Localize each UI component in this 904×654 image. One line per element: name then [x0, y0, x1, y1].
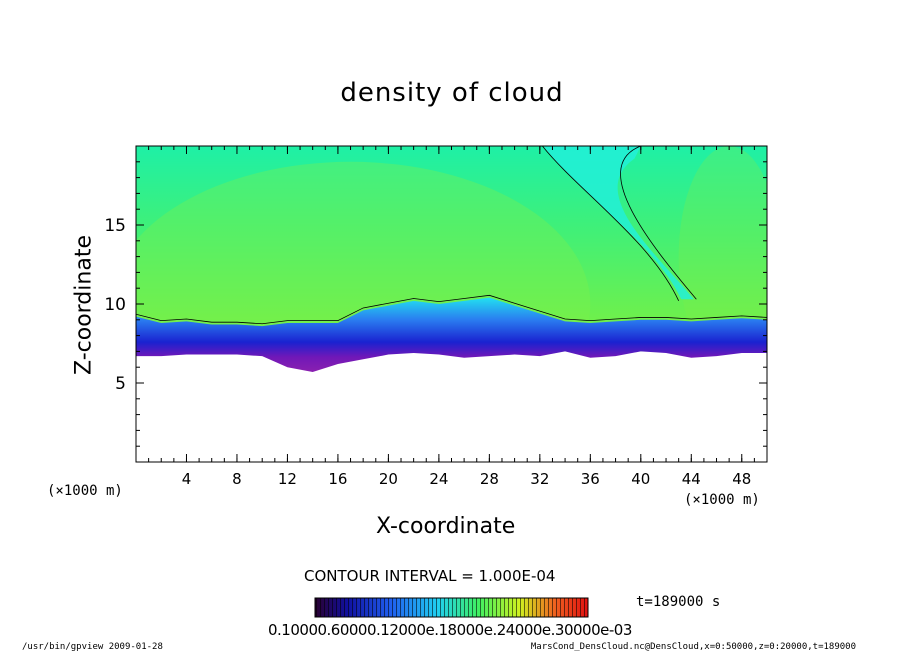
- x-tick-label: 12: [278, 470, 297, 488]
- chart-title: density of cloud: [340, 78, 564, 108]
- x-tick-label: 16: [328, 470, 347, 488]
- x-tick-label: 40: [631, 470, 650, 488]
- plume-contour-right: [620, 146, 697, 300]
- x-tick-label: 24: [429, 470, 448, 488]
- cyan-plume: [543, 146, 694, 300]
- y-axis-label: Z-coordinate: [71, 235, 97, 375]
- time-label: t=189000 s: [636, 594, 721, 610]
- plume-contour-left: [542, 146, 680, 302]
- y-tick-label: 10: [104, 295, 126, 315]
- x-tick-label: 44: [682, 470, 701, 488]
- lower-empty-region: [136, 351, 767, 462]
- colorbar-frame: [314, 597, 589, 618]
- cloud-top-contour: [136, 294, 767, 325]
- cloud-band: [136, 297, 767, 372]
- y-tick-label: 15: [104, 216, 126, 236]
- y-tick-label: 5: [115, 374, 126, 394]
- colorbar-tick-labels: 0.10000.60000.12000e.18000e.24000e.30000…: [268, 621, 632, 639]
- footer-left: /usr/bin/gpview 2009-01-28: [22, 642, 163, 652]
- upper-light-right: [678, 146, 767, 368]
- x-tick-label: 36: [581, 470, 600, 488]
- contour-interval-label: CONTOUR INTERVAL = 1.000E-04: [304, 567, 556, 585]
- x-unit-label-left: (×1000 m): [47, 483, 123, 499]
- x-tick-label: 4: [182, 470, 192, 488]
- x-unit-label-right: (×1000 m): [684, 492, 760, 508]
- x-tick-label: 48: [732, 470, 751, 488]
- colorbar-stripes: [315, 598, 588, 617]
- footer-right: MarsCond_DensCloud.nc@DensCloud,x=0:5000…: [530, 642, 856, 652]
- x-axis-label: X-coordinate: [376, 514, 516, 539]
- x-tick-label: 20: [379, 470, 398, 488]
- x-tick-label: 32: [530, 470, 549, 488]
- x-tick-label: 8: [232, 470, 242, 488]
- x-tick-label: 28: [480, 470, 499, 488]
